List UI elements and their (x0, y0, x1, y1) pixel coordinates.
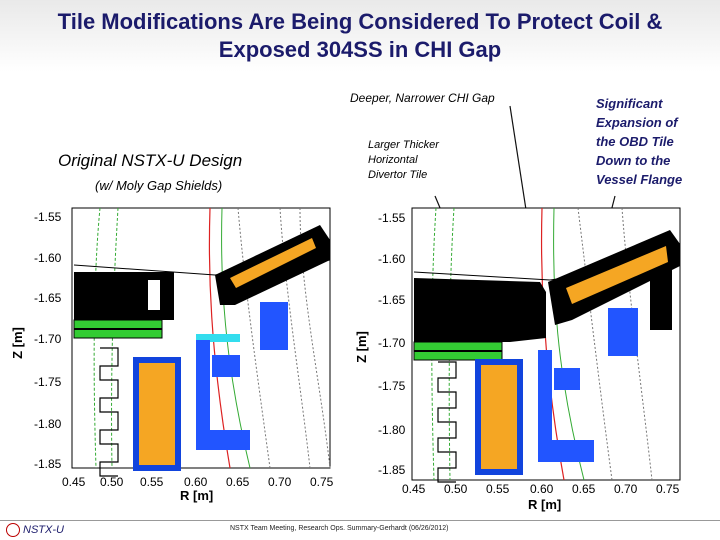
left-cross-section-plot: -1.55 -1.60 -1.65 -1.70 -1.75 -1.80 -1.8… (10, 207, 334, 503)
left-ytick-5: -1.75 (34, 375, 62, 389)
nstx-u-logo: NSTX-U (6, 523, 64, 537)
left-xtick-2: 0.50 (100, 475, 124, 489)
sig-line-3: the OBD Tile (596, 134, 674, 149)
deeper-gap-label: Deeper, Narrower CHI Gap (350, 91, 495, 105)
larger-tile-label: Larger Thicker Horizontal Divertor Tile (368, 138, 439, 183)
footer-divider (0, 520, 720, 521)
left-xtick-1: 0.45 (62, 475, 86, 489)
left-ytick-7: -1.85 (34, 457, 62, 471)
right-xtick-3: 0.55 (486, 482, 510, 496)
footer-meeting-text: NSTX Team Meeting, Research Ops. Summary… (230, 525, 449, 532)
right-xtick-6: 0.70 (614, 482, 638, 496)
title-line-2: Exposed 304SS in CHI Gap (218, 37, 502, 62)
larger-tile-line-2: Horizontal (368, 154, 418, 166)
left-xtick-4: 0.60 (184, 475, 208, 489)
left-ytick-3: -1.65 (34, 291, 62, 305)
title-line-1: Tile Modifications Are Being Considered … (57, 9, 663, 34)
right-ylabel: Z [m] (354, 331, 369, 363)
sig-line-4: Down to the (596, 153, 671, 168)
left-xlabel: R [m] (180, 488, 213, 503)
larger-tile-line-3: Divertor Tile (368, 169, 428, 181)
sig-line-5: Vessel Flange (596, 172, 683, 187)
left-xtick-7: 0.75 (310, 475, 334, 489)
slide-title: Tile Modifications Are Being Considered … (0, 8, 720, 64)
right-ytick-1: -1.55 (378, 211, 406, 225)
right-xlabel: R [m] (528, 497, 561, 512)
left-xtick-6: 0.70 (268, 475, 292, 489)
sig-line-1: Significant (596, 96, 663, 111)
right-xtick-4: 0.60 (530, 482, 554, 496)
right-xtick-7: 0.75 (656, 482, 680, 496)
sig-line-2: Expansion of (596, 115, 678, 130)
left-ylabel: Z [m] (10, 327, 25, 359)
right-ytick-6: -1.80 (378, 423, 406, 437)
left-ytick-2: -1.60 (34, 251, 62, 265)
right-ytick-3: -1.65 (378, 293, 406, 307)
left-ytick-4: -1.70 (34, 332, 62, 346)
moly-shields-label: (w/ Moly Gap Shields) (95, 178, 223, 193)
title-band (0, 0, 720, 72)
left-xtick-5: 0.65 (226, 475, 250, 489)
logo-text: NSTX-U (23, 523, 64, 536)
right-xtick-2: 0.50 (444, 482, 468, 496)
left-xtick-3: 0.55 (140, 475, 164, 489)
logo-mark-icon (6, 523, 20, 537)
right-ytick-4: -1.70 (378, 336, 406, 350)
original-design-label: Original NSTX-U Design (58, 151, 243, 170)
right-ytick-7: -1.85 (378, 463, 406, 477)
right-ytick-5: -1.75 (378, 379, 406, 393)
right-ytick-2: -1.60 (378, 252, 406, 266)
left-ytick-1: -1.55 (34, 210, 62, 224)
left-ytick-6: -1.80 (34, 417, 62, 431)
significant-expansion-label: Significant Expansion of the OBD Tile Do… (596, 94, 682, 189)
larger-tile-line-1: Larger Thicker (368, 139, 439, 151)
right-xtick-5: 0.65 (572, 482, 596, 496)
right-cross-section-plot: -1.55 -1.60 -1.65 -1.70 -1.75 -1.80 -1.8… (354, 207, 681, 512)
right-xtick-1: 0.45 (402, 482, 426, 496)
